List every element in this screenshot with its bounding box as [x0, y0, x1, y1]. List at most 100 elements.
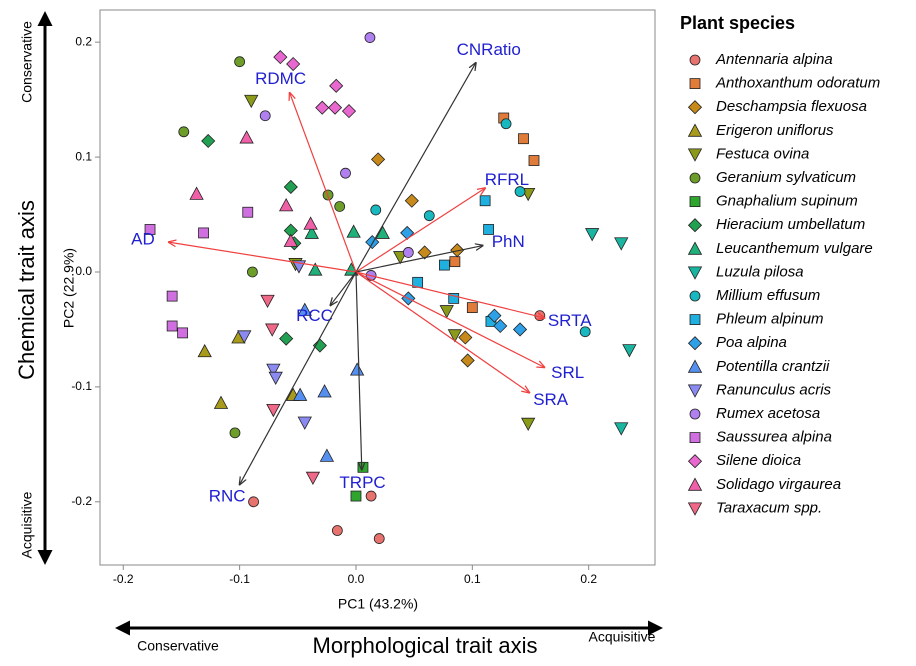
legend-label: Taraxacum spp. [716, 499, 822, 516]
legend-label: Geranium sylvaticum [716, 169, 856, 186]
point [370, 204, 382, 216]
y-axis-name: Chemical trait axis [14, 200, 39, 380]
point [493, 318, 508, 334]
point [400, 225, 415, 240]
vector-label: RFRL [485, 170, 529, 189]
point [242, 206, 254, 218]
point [466, 302, 478, 314]
x-axis-label: PC1 (43.2%) [338, 596, 418, 612]
point [521, 417, 536, 432]
point [292, 387, 308, 401]
point [479, 195, 491, 207]
point [357, 461, 369, 473]
y-bottom-note: Acquisitive [19, 491, 35, 558]
point [447, 329, 463, 343]
legend-marker [687, 218, 703, 233]
point [286, 56, 301, 72]
legend-marker [689, 432, 701, 444]
legend-label: Poa alpina [716, 334, 787, 351]
point [283, 179, 298, 195]
legend-label: Erigeron uniflorus [716, 122, 834, 139]
legend-label: Leucanthemum vulgare [716, 240, 873, 257]
point [622, 344, 637, 358]
vector-label: SRL [551, 363, 584, 382]
x-tick-label: 0.0 [348, 572, 365, 586]
point [331, 525, 343, 536]
point [268, 371, 283, 386]
point [201, 133, 216, 149]
legend-label: Potentilla crantzii [716, 358, 830, 375]
point [584, 228, 600, 242]
loading-vector [330, 271, 357, 305]
point [319, 448, 335, 462]
y-tick-label: 0.0 [75, 264, 92, 278]
loading-vector [240, 271, 357, 485]
point [229, 427, 241, 439]
point [439, 259, 450, 271]
point [297, 302, 312, 316]
y-top-note: Conservative [19, 21, 35, 103]
point [248, 496, 259, 508]
point [315, 100, 330, 115]
legend-marker [689, 172, 701, 184]
legend-label: Phleum alpinum [716, 311, 824, 328]
point [198, 227, 209, 239]
y-tick-label: -0.1 [71, 379, 92, 393]
point [239, 130, 254, 144]
legend-marker [689, 78, 701, 89]
legend-label: Silene dioica [716, 452, 801, 469]
legend-marker [687, 477, 703, 491]
point [305, 471, 321, 486]
point [265, 323, 280, 337]
point [500, 118, 512, 130]
loading-vector [355, 271, 529, 393]
point [317, 384, 332, 398]
point [247, 266, 258, 278]
x-tick-label: 0.1 [464, 572, 481, 586]
legend-marker [687, 266, 703, 280]
legend-label: Antennaria alpina [715, 51, 833, 68]
point [375, 225, 390, 239]
point [237, 330, 252, 344]
vector-label: RCC [296, 306, 333, 325]
legend-label: Hieracium umbellatum [716, 216, 865, 233]
loading-vector [355, 271, 362, 470]
plot-frame [99, 9, 656, 566]
y-tick-label: 0.2 [75, 34, 92, 48]
point [178, 126, 190, 138]
x-tick-label: -0.2 [113, 572, 134, 586]
vector-label: SRA [533, 390, 569, 409]
point [297, 416, 312, 430]
point [166, 290, 178, 302]
legend-label: Gnaphalium supinum [716, 193, 858, 210]
point [278, 198, 294, 212]
vector-label: RNC [209, 486, 246, 505]
x-tick-label: -0.1 [229, 572, 250, 586]
vector-label: SRTA [548, 311, 592, 330]
legend-marker [689, 196, 701, 208]
point [144, 224, 156, 235]
point [308, 262, 323, 276]
point [614, 237, 629, 251]
y-tick-label: 0.1 [75, 149, 92, 163]
point [614, 422, 629, 436]
legend-label: Ranunculus acris [716, 381, 832, 398]
point [460, 353, 475, 368]
point [483, 224, 495, 235]
y-axis-label: PC2 (22.9%) [61, 248, 77, 328]
point [417, 245, 432, 260]
point [487, 308, 502, 323]
point [259, 110, 271, 122]
point [365, 490, 377, 502]
point [273, 50, 288, 65]
x-right-note: Acquisitive [589, 629, 656, 645]
legend-title: Plant species [680, 13, 795, 33]
point [346, 224, 361, 238]
point [266, 363, 281, 377]
point [371, 152, 386, 167]
vector-label: RDMC [255, 69, 306, 88]
legend-marker [689, 408, 701, 420]
point [340, 167, 351, 179]
legend-marker [687, 148, 703, 162]
